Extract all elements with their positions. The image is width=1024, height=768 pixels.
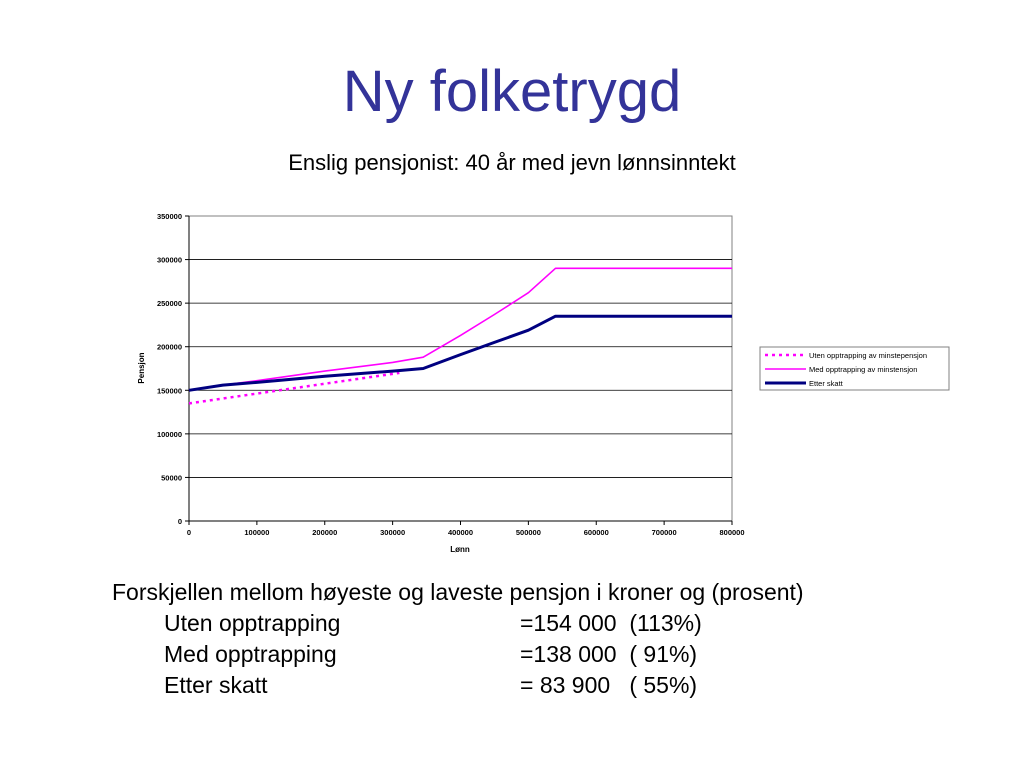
summary-row: Med opptrapping =138 000 ( 91%): [112, 639, 804, 670]
axes: 0 50000 100000 150000 200000 250000 300000 3500…: [157, 212, 745, 537]
x-tick-label: 800000: [719, 528, 744, 537]
summary-row-value: = 83 900 ( 55%): [520, 672, 698, 698]
summary-row-value: =154 000 (113%): [520, 610, 702, 636]
summary-row-label: Etter skatt: [164, 672, 268, 698]
x-tick-label: 600000: [584, 528, 609, 537]
summary-row: Uten opptrapping =154 000 (113%): [112, 608, 804, 639]
series-line-2: [188, 314, 732, 392]
y-tick-label: 100000: [157, 430, 182, 439]
summary-row-label: Uten opptrapping: [164, 610, 341, 636]
summary-row: Etter skatt = 83 900 ( 55%): [112, 670, 804, 701]
y-axis-title: Pensjon: [137, 352, 146, 383]
legend-label: Uten opptrapping av minstepensjon: [809, 351, 927, 360]
legend-label: Etter skatt: [809, 379, 844, 388]
x-tick-label: 500000: [516, 528, 541, 537]
plot-area: [188, 215, 733, 522]
y-tick-label: 250000: [157, 299, 182, 308]
summary-row-value: =138 000 ( 91%): [520, 641, 698, 667]
data-series: [188, 267, 732, 405]
y-tick-label: 0: [178, 517, 182, 526]
x-tick-label: 200000: [312, 528, 337, 537]
y-tick-label: 50000: [161, 473, 182, 482]
y-tick-label: 350000: [157, 212, 182, 221]
difference-summary: Forskjellen mellom høyeste og laveste pe…: [112, 577, 804, 701]
y-tick-label: 150000: [157, 386, 182, 395]
x-tick-label: 400000: [448, 528, 473, 537]
y-tick-label: 300000: [157, 256, 182, 265]
x-tick-label: 100000: [244, 528, 269, 537]
slide-title: Ny folketrygd: [342, 59, 682, 124]
x-tick-label: 300000: [380, 528, 405, 537]
x-tick-label: 700000: [652, 528, 677, 537]
summary-heading: Forskjellen mellom høyeste og laveste pe…: [112, 579, 804, 605]
y-tick-label: 200000: [157, 343, 182, 352]
x-axis-title: Lønn: [450, 545, 470, 554]
chart-subtitle: Enslig pensjonist: 40 år med jevn lønnsi…: [288, 150, 736, 175]
series-line-0: [188, 371, 400, 405]
x-tick-label: 0: [187, 528, 191, 537]
summary-row-label: Med opptrapping: [164, 641, 337, 667]
legend-label: Med opptrapping av minstensjon: [809, 365, 917, 374]
chart-legend: Uten opptrapping av minstepensjon Med opp…: [759, 346, 950, 391]
